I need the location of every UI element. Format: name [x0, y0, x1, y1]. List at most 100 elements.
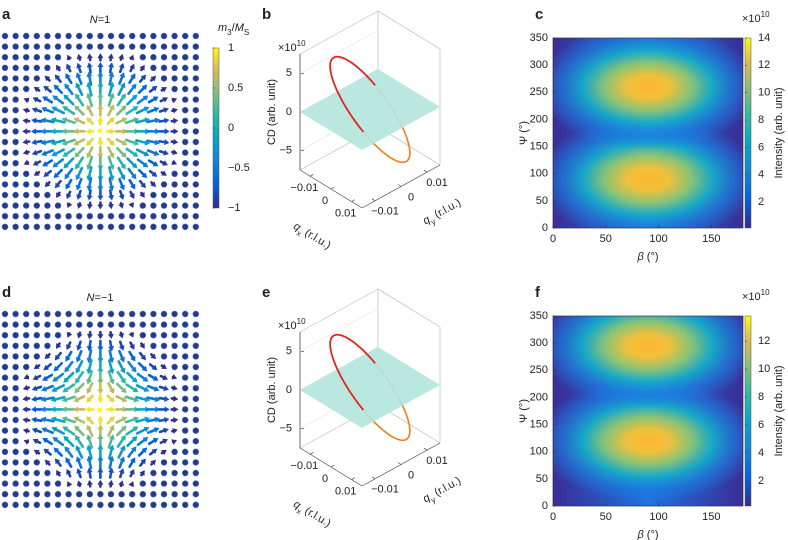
spin-dot — [182, 491, 189, 498]
spin-dot — [171, 332, 178, 339]
spin-arrow — [135, 148, 148, 156]
colorbar-exponent-part: ×10 — [742, 13, 761, 25]
spin-dot — [192, 64, 200, 72]
spin-arrow-head — [75, 456, 82, 463]
spin-dot — [12, 170, 19, 178]
spin-arrow — [65, 167, 74, 178]
spin-arrow-head — [128, 481, 135, 487]
spin-arrow-head — [141, 365, 148, 372]
spin-arrow-head — [108, 467, 115, 473]
spin-arrow-head — [129, 469, 135, 475]
spin-arrow-head — [164, 416, 170, 423]
spin-dot — [44, 223, 51, 231]
spin-dot — [182, 32, 189, 40]
spin-dot — [192, 310, 200, 318]
spin-arrow-head — [151, 171, 158, 177]
y-tick-label: 0 — [408, 191, 414, 203]
spin-dot — [150, 501, 157, 508]
spin-arrow-head — [86, 479, 93, 486]
spin-arrow-head — [22, 107, 29, 114]
plane — [300, 69, 440, 150]
spin-dot — [139, 310, 147, 318]
spin-dot — [23, 191, 30, 199]
spin-dot — [107, 491, 115, 498]
spin-dot — [171, 353, 178, 360]
spin-dot — [23, 64, 30, 72]
y-tick-label: 0.01 — [426, 455, 447, 467]
spin-dot — [1, 406, 9, 413]
spin-arrow-head — [152, 161, 159, 167]
spin-arrow-head — [75, 434, 81, 441]
spin-dot — [150, 310, 157, 318]
spin-dot — [54, 53, 62, 61]
spin-arrow-head — [85, 128, 91, 135]
spin-arrow-head — [86, 444, 93, 451]
x-tick-label: 50 — [600, 233, 612, 245]
spin-arrow-head — [97, 444, 104, 450]
spin-dot — [182, 332, 189, 339]
spin-dot — [160, 75, 168, 82]
spin-arrow — [146, 149, 158, 155]
spin-dot — [12, 310, 19, 318]
spin-arrow-head — [22, 417, 28, 424]
spin-arrow-head — [86, 424, 92, 431]
y-axis-label-part: y — [429, 217, 437, 227]
spin-arrow-head — [161, 449, 167, 456]
spin-dot — [33, 202, 40, 209]
spin-arrow-head — [41, 150, 48, 156]
colorbar — [744, 37, 752, 229]
spin-arrow — [76, 458, 83, 469]
spin-arrow-head — [162, 438, 168, 445]
spin-arrow — [147, 438, 157, 446]
spin-arrow — [136, 96, 147, 105]
spin-arrow-head — [108, 345, 115, 352]
spin-arrow-head — [128, 331, 135, 338]
spin-dot — [33, 342, 40, 349]
colorbar-exponent-part: 10 — [761, 10, 770, 19]
spin-dot — [192, 117, 200, 125]
spin-dot — [1, 43, 9, 50]
spin-arrow — [118, 349, 124, 361]
spin-dot — [129, 310, 136, 318]
spin-arrow — [64, 371, 75, 382]
spin-dot — [171, 64, 178, 72]
colorbar-exponent: ×1010 — [742, 10, 770, 25]
x-tick-label: −0.01 — [290, 182, 318, 194]
spin-dot — [1, 149, 9, 156]
spin-dot — [12, 53, 19, 61]
spin-arrow — [64, 118, 76, 125]
spin-arrow-head — [129, 344, 135, 350]
spin-arrow — [43, 107, 54, 114]
colorbar-tick-label: 4 — [758, 169, 764, 181]
spin-dot — [139, 43, 147, 50]
spin-arrow — [88, 189, 92, 198]
spin-arrow-head — [75, 72, 82, 78]
spin-dot — [86, 501, 94, 508]
spin-arrow-head — [132, 106, 139, 112]
spin-arrow-head — [97, 424, 104, 430]
spin-arrow-head — [143, 426, 150, 433]
spin-arrow — [136, 372, 147, 381]
spin-dot — [171, 342, 178, 349]
spin-arrow-head — [97, 195, 104, 201]
spin-arrow — [107, 427, 114, 437]
spin-dot — [75, 491, 83, 498]
y-tick-label: 300 — [530, 59, 548, 71]
spin-arrow — [125, 107, 137, 116]
spin-arrow-head — [32, 97, 39, 103]
spin-arrow-head — [132, 426, 139, 432]
spin-dot — [182, 342, 189, 349]
spin-arrow-head — [75, 184, 82, 191]
spin-dot — [12, 427, 19, 434]
spin-dot — [171, 501, 178, 508]
spin-arrow — [126, 437, 136, 448]
spin-dot — [182, 138, 189, 146]
spin-arrow-head — [131, 162, 138, 169]
spin-arrow-head — [86, 333, 93, 340]
spin-arrow-head — [163, 385, 169, 392]
spin-arrow-head — [150, 75, 157, 82]
spin-arrow-head — [131, 435, 138, 442]
spin-dot — [65, 223, 72, 231]
spin-arrow — [66, 75, 73, 85]
spin-arrow-head — [61, 117, 68, 123]
